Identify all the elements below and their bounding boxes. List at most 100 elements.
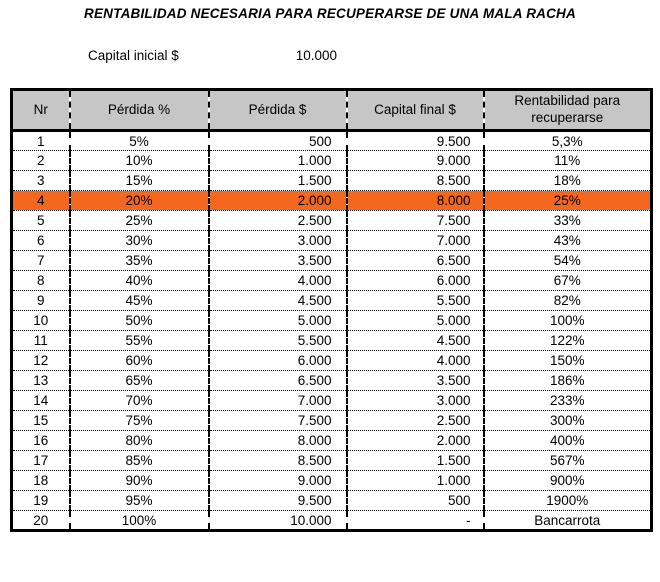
table-row: 15 75% 7.500 2.500 300% xyxy=(11,410,652,431)
table-cell: 40% xyxy=(68,270,209,291)
table-cell: 1900% xyxy=(482,490,652,511)
table-cell: 45% xyxy=(68,290,209,311)
table-cell: 3.500 xyxy=(345,370,484,391)
table-row: 13 65% 6.500 3.500 186% xyxy=(11,370,652,391)
table-cell: 300% xyxy=(482,410,652,431)
table-row: 5 25% 2.500 7.500 33% xyxy=(11,210,652,231)
table-cell: 7.000 xyxy=(345,230,484,251)
table-cell: 54% xyxy=(482,250,652,271)
table-cell: 8.000 xyxy=(345,190,484,211)
table-cell: 186% xyxy=(482,370,652,391)
capital-inicial-value: 10.000 xyxy=(295,48,337,63)
table-body: 1 5% 500 9.500 5,3% 2 10% 1.000 9.000 11% 3 15% 1.50… xyxy=(11,130,652,531)
table-cell: 3.500 xyxy=(207,250,347,271)
table-cell: 43% xyxy=(482,230,652,251)
table-cell: 5,3% xyxy=(482,130,652,151)
table-cell: 80% xyxy=(68,430,209,451)
table-cell: 1.000 xyxy=(345,470,484,491)
table-cell: 10% xyxy=(68,150,209,171)
table-cell: 7 xyxy=(11,250,70,271)
table-cell: 12 xyxy=(11,350,70,371)
table-cell: 18 xyxy=(11,470,70,491)
table-cell: 33% xyxy=(482,210,652,231)
table-row: 17 85% 8.500 1.500 567% xyxy=(11,450,652,471)
table-cell: 30% xyxy=(68,230,209,251)
table-cell: 70% xyxy=(68,390,209,411)
table-row: 11 55% 5.500 4.500 122% xyxy=(11,330,652,351)
table-cell: 67% xyxy=(482,270,652,291)
table-cell: 82% xyxy=(482,290,652,311)
table-cell: 500 xyxy=(345,490,484,511)
table-cell: 2.000 xyxy=(345,430,484,451)
table-cell: 9.000 xyxy=(345,150,484,171)
table-row: 14 70% 7.000 3.000 233% xyxy=(11,390,652,411)
table-cell: 20% xyxy=(68,190,209,211)
table-cell: 6.000 xyxy=(345,270,484,291)
table-cell: - xyxy=(345,510,484,531)
table-cell: 13 xyxy=(11,370,70,391)
table-cell: 90% xyxy=(68,470,209,491)
table-cell: 7.000 xyxy=(207,390,347,411)
table-cell: 900% xyxy=(482,470,652,491)
table-cell: 50% xyxy=(68,310,209,331)
table-cell: 2.500 xyxy=(345,410,484,431)
table-row: 20 100% 10.000- Bancarrota xyxy=(11,510,652,531)
table-cell: 16 xyxy=(11,430,70,451)
table-cell: 2 xyxy=(11,150,70,171)
recovery-table: Nr Pérdida % Pérdida $ Capital final $ Renta… xyxy=(10,88,653,532)
table-cell: 6.500 xyxy=(207,370,347,391)
table-cell: 8 xyxy=(11,270,70,291)
table-row: 8 40% 4.000 6.000 67% xyxy=(11,270,652,291)
table-cell: 10.000 xyxy=(207,510,347,531)
table-cell: 55% xyxy=(68,330,209,351)
table-cell: 5% xyxy=(68,130,209,151)
table-cell: 3.000 xyxy=(345,390,484,411)
table-header-row: Nr Pérdida % Pérdida $ Capital final $ Renta… xyxy=(11,89,652,132)
column-header-2: Pérdida $ xyxy=(207,89,347,132)
table-row: 2 10% 1.000 9.000 11% xyxy=(11,150,652,171)
table-cell: 4 xyxy=(11,190,70,211)
table-cell: 18% xyxy=(482,170,652,191)
table-cell: 20 xyxy=(11,510,70,531)
table-cell: 85% xyxy=(68,450,209,471)
table-cell: 500 xyxy=(207,130,347,151)
table-cell: 15% xyxy=(68,170,209,191)
table-cell: 25% xyxy=(482,190,652,211)
table-header: Nr Pérdida % Pérdida $ Capital final $ Renta… xyxy=(11,89,652,132)
table-cell: 9.500 xyxy=(345,130,484,151)
table-cell: 1.000 xyxy=(207,150,347,171)
table-row: 1 5% 500 9.500 5,3% xyxy=(12,130,652,151)
table-cell: 11% xyxy=(482,150,652,171)
table-cell: 6 xyxy=(11,230,70,251)
table-cell: 5.000 xyxy=(207,310,347,331)
table-row: 9 45% 4.500 5.500 82% xyxy=(11,290,652,311)
table-row: 7 35% 3.500 6.500 54% xyxy=(11,250,652,271)
table-cell: 100% xyxy=(68,510,209,531)
table-cell: 3 xyxy=(11,170,70,191)
table-cell: 7.500 xyxy=(345,210,484,231)
table-cell: 100% xyxy=(482,310,652,331)
table-row: 12 60% 6.000 4.000 150% xyxy=(11,350,652,371)
table-row: 10 50% 5.000 5.000 100% xyxy=(11,310,652,331)
table-cell: 4.000 xyxy=(345,350,484,371)
table-cell: 4.500 xyxy=(207,290,347,311)
table-cell: 8.500 xyxy=(207,450,347,471)
table-cell: 150% xyxy=(482,350,652,371)
table-cell: 35% xyxy=(68,250,209,271)
table-cell: 8.000 xyxy=(207,430,347,451)
table-cell: 4.000 xyxy=(207,270,347,291)
table-cell: 3.000 xyxy=(207,230,347,251)
table-cell: 1.500 xyxy=(345,450,484,471)
column-header-3: Capital final $ xyxy=(345,89,484,132)
table-cell: 19 xyxy=(11,490,70,511)
table-cell: 10 xyxy=(11,310,70,331)
table-cell: 8.500 xyxy=(345,170,484,191)
table-cell: 5.000 xyxy=(345,310,484,331)
table-cell: 17 xyxy=(11,450,70,471)
table-cell: 1 xyxy=(36,133,45,149)
table-cell: 2.500 xyxy=(207,210,347,231)
table-row: 3 15% 1.500 8.500 18% xyxy=(11,170,652,191)
table-row: 16 80% 8.000 2.000 400% xyxy=(11,430,652,451)
table-cell: 400% xyxy=(482,430,652,451)
table-cell: 6.500 xyxy=(345,250,484,271)
